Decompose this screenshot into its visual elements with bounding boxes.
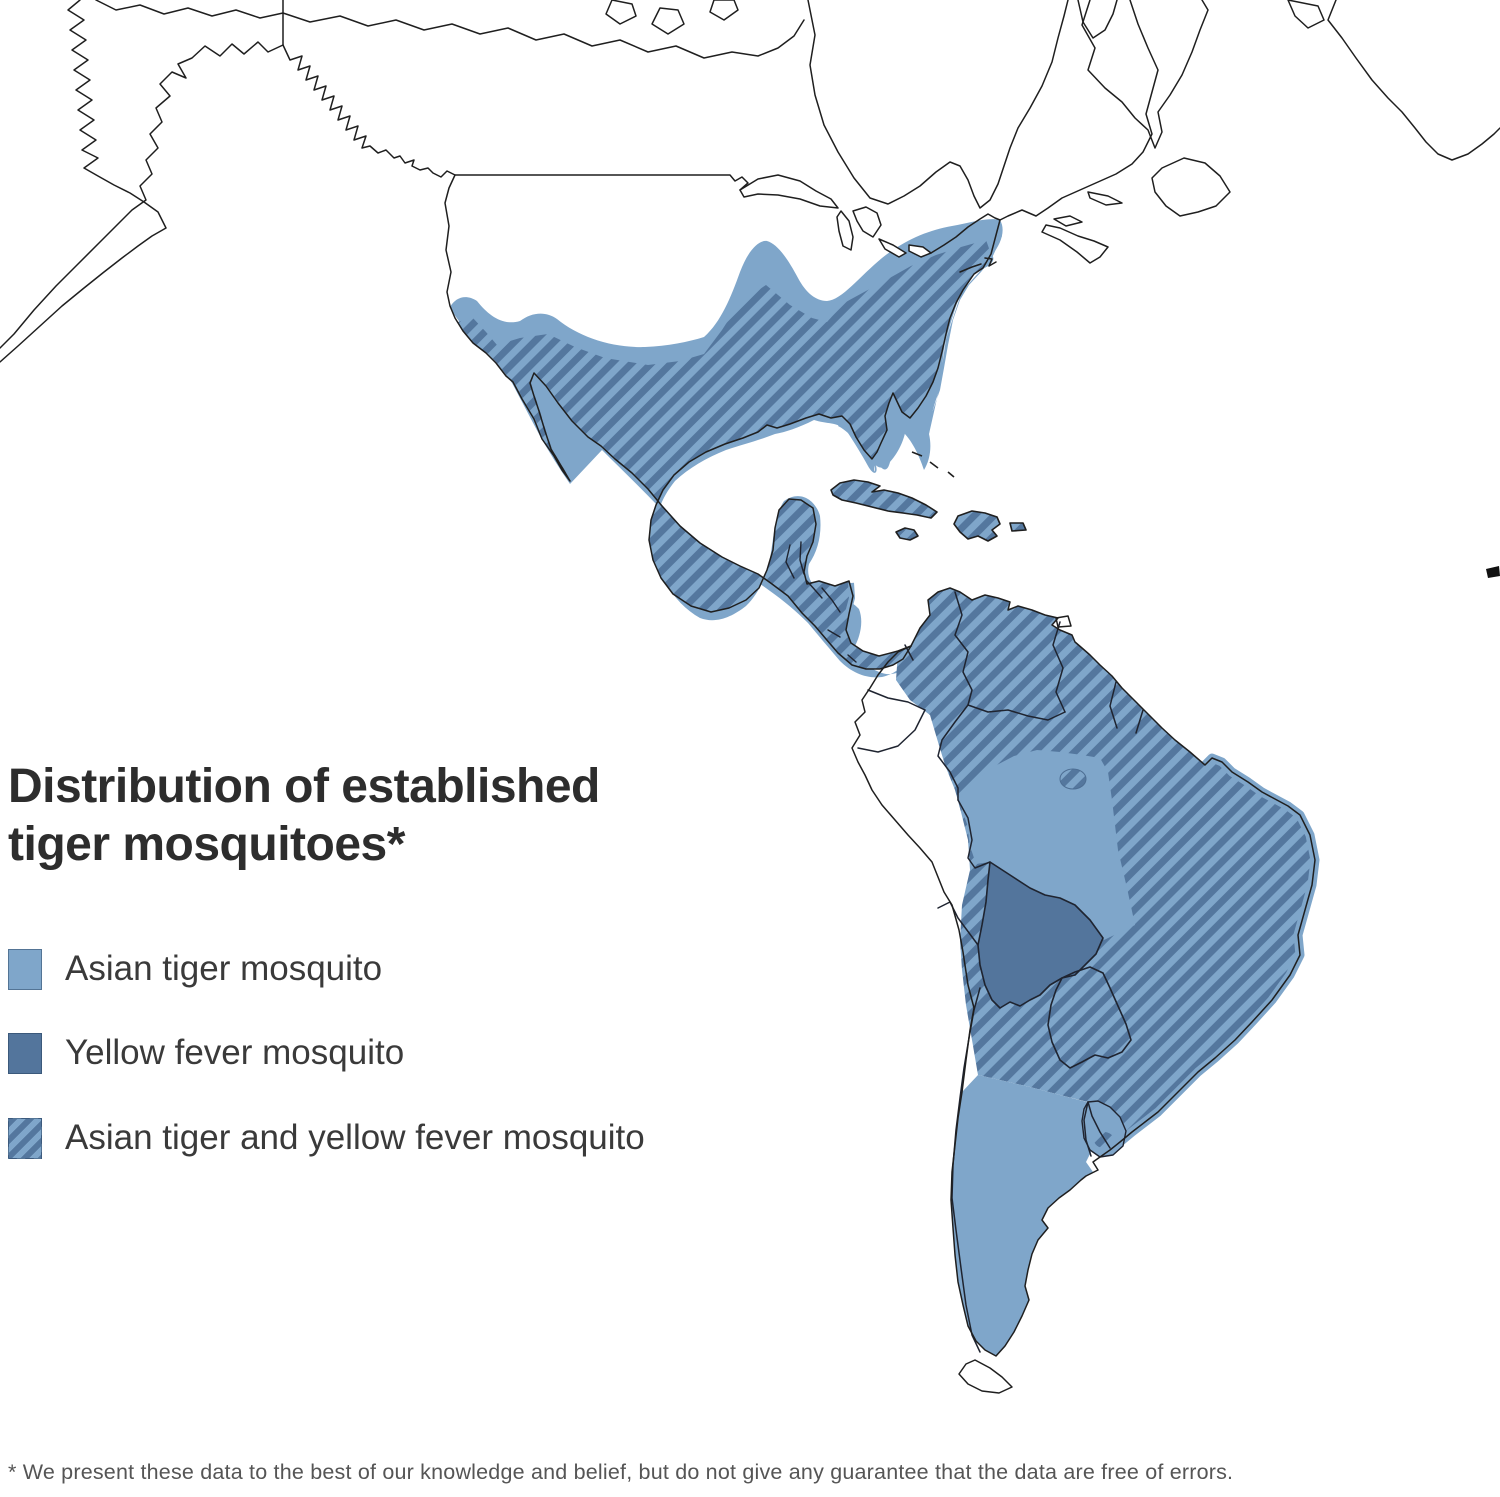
north-america-coastline — [0, 0, 1500, 670]
nova-scotia — [1041, 224, 1109, 264]
legend-item-both: Asian tiger and yellow fever mosquito — [8, 1117, 645, 1159]
legend-item-yellow-fever: Yellow fever mosquito — [8, 1032, 404, 1074]
lake-erie — [878, 238, 907, 258]
island-puerto-rico — [1009, 522, 1027, 532]
anticosti-island — [1087, 191, 1123, 206]
footnote: * We present these data to the best of o… — [8, 1460, 1234, 1484]
caribbean-islands — [830, 479, 1027, 542]
title-line-2: tiger mosquitoes* — [8, 817, 405, 871]
right-edge-landmark — [1486, 566, 1500, 578]
border-paraguay — [1047, 966, 1132, 1069]
south-america-coastline — [851, 587, 1316, 1394]
lake-michigan — [836, 210, 854, 251]
greenland — [1327, 0, 1500, 161]
title-line-1: Distribution of established — [8, 760, 600, 813]
hudson-bay — [807, 0, 1069, 209]
legend-label: Asian tiger and yellow fever mosquito — [65, 1118, 645, 1157]
legend-swatch-yellow-fever — [8, 1032, 42, 1074]
region-argentina-tiger — [951, 1075, 1093, 1356]
region-bolivia-yellow-fever — [977, 861, 1104, 1009]
tierra-del-fuego — [958, 1359, 1013, 1394]
island-hispaniola — [953, 510, 1001, 542]
amazon-hatch-spot — [1059, 768, 1087, 790]
lake-ontario — [908, 244, 932, 258]
trinidad — [1055, 615, 1072, 628]
legend-label: Yellow fever mosquito — [65, 1033, 405, 1072]
range-amazon-tiger — [958, 750, 1135, 940]
baffin-island — [1081, 0, 1209, 149]
legend-item-asian-tiger: Asian tiger mosquito — [8, 948, 382, 990]
legend-swatch-asian-tiger — [8, 948, 42, 990]
page-title: Distribution of established tiger mosqui… — [8, 758, 728, 873]
uruguay-hatch-spot — [1094, 1132, 1114, 1148]
legend-label: Asian tiger mosquito — [65, 949, 383, 988]
range-north-america-both — [458, 240, 991, 669]
region-uruguay-tiger — [1081, 1100, 1127, 1158]
central-america-borders — [785, 541, 857, 663]
island-jamaica — [895, 527, 919, 541]
newfoundland — [1151, 157, 1231, 217]
island-cuba — [830, 479, 938, 519]
bahamas — [911, 451, 955, 478]
lake-superior — [739, 174, 839, 209]
lake-huron — [852, 206, 882, 238]
prince-edward-island — [1053, 215, 1083, 227]
border-us-canada — [454, 174, 749, 191]
legend-swatch-both — [8, 1117, 42, 1159]
